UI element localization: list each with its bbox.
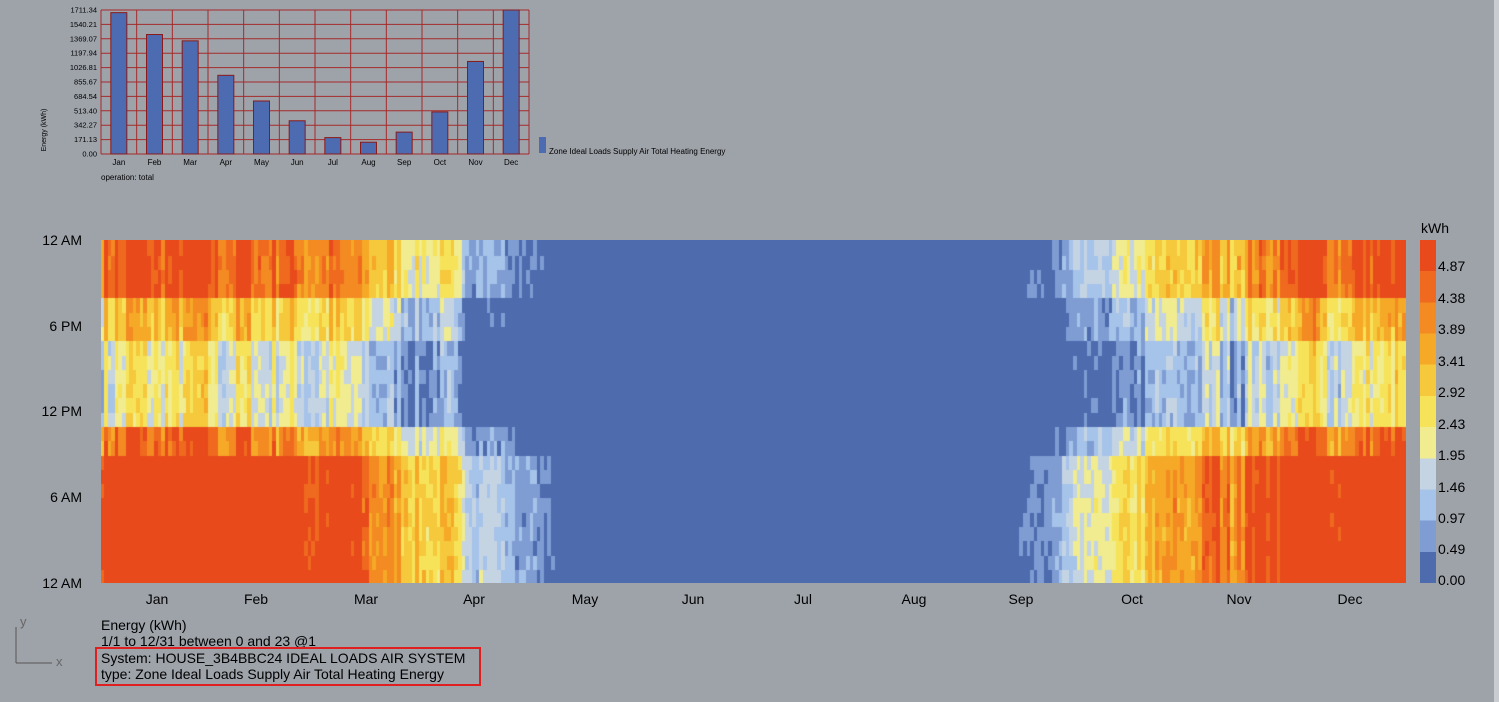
legend-tick: 2.43 [1438, 416, 1466, 432]
heatmap-y-label-12pm: 12 PM [41, 403, 82, 419]
legend-tick: 3.41 [1438, 353, 1466, 369]
bar-y-tick-label: 1540.21 [70, 20, 97, 29]
legend-tick: 4.38 [1438, 290, 1466, 306]
bar-y-tick-label: 1026.81 [70, 63, 97, 72]
axis-y-label: y [20, 614, 27, 629]
bar-x-tick-label: Jun [291, 158, 304, 167]
legend-tick: 0.00 [1438, 572, 1466, 588]
bar-legend-swatch [539, 137, 546, 153]
bar-chart-bars [110, 9, 520, 155]
heatmap-x-label-oct: Oct [1121, 591, 1143, 607]
heatmap-x-label-jul: Jul [794, 591, 812, 607]
monthly-bar-chart: Energy (kWh) 0.00 171.13 342.27 513.40 684.5… [41, 6, 530, 167]
heatmap-y-label-6pm: 6 PM [49, 318, 82, 334]
heatmap-y-label-top: 12 AM [42, 232, 82, 248]
info-title: Energy (kWh) [101, 617, 187, 633]
bar-x-tick-label: Dec [504, 158, 518, 167]
heatmap-y-label-bottom: 12 AM [42, 575, 82, 591]
legend-unit: kWh [1421, 220, 1449, 236]
heatmap-x-label-dec: Dec [1337, 591, 1363, 607]
legend-tick: 2.92 [1438, 384, 1466, 400]
heatmap-x-label-feb: Feb [243, 591, 269, 607]
bar-y-tick-label: 855.67 [74, 78, 97, 87]
color-legend-bar [1420, 240, 1436, 583]
info-system: System: HOUSE_3B4BBC24 IDEAL LOADS AIR S… [101, 650, 466, 666]
legend-tick: 4.87 [1438, 258, 1466, 274]
bar-y-tick-label: 1369.07 [70, 34, 97, 43]
info-range: 1/1 to 12/31 between 0 and 23 @1 [101, 633, 317, 649]
bar [181, 40, 199, 155]
bar-y-tick-label: 684.54 [74, 92, 97, 101]
bar [467, 60, 484, 155]
heatmap-x-label-apr: Apr [463, 591, 485, 607]
bar [431, 111, 449, 155]
bar-x-tick-label: Sep [397, 158, 412, 167]
bar-legend-label: Zone Ideal Loads Supply Air Total Heatin… [549, 147, 726, 156]
bar-y-tick-label: 171.13 [74, 135, 97, 144]
heatmap-x-label-mar: Mar [353, 591, 379, 607]
bar-y-tick-label: 0.00 [82, 150, 97, 159]
legend-tick: 1.95 [1438, 447, 1466, 463]
bar-y-tick-label: 1711.34 [70, 6, 97, 15]
bar-x-tick-label: Nov [468, 158, 482, 167]
bar [110, 12, 128, 155]
viewport-edge [1494, 0, 1499, 702]
bar-x-tick-label: Oct [434, 158, 447, 167]
bar-chart-y-axis-label: Energy (kWh) [41, 109, 48, 152]
hourly-heatmap [101, 240, 1406, 583]
heatmap-x-label-may: May [571, 591, 599, 607]
bar-y-tick-label: 513.40 [74, 106, 97, 115]
bar [253, 100, 270, 155]
legend-tick: 0.49 [1438, 541, 1466, 557]
bar-operation-label: operation: total [101, 173, 154, 182]
heatmap-y-label-6am: 6 AM [50, 489, 82, 505]
legend-tick: 0.97 [1438, 510, 1466, 526]
heatmap-x-label-sep: Sep [1008, 591, 1034, 607]
bar [217, 74, 235, 155]
legend-tick: 3.89 [1438, 321, 1466, 337]
bar-x-tick-label: Feb [148, 158, 162, 167]
bar-x-tick-label: Apr [220, 158, 233, 167]
bar-y-tick-label: 1197.94 [70, 49, 97, 58]
bar [360, 141, 377, 155]
info-highlight-box [95, 647, 481, 686]
bar-chart-x-ticks: Jan Feb Mar Apr May Jun Jul Aug Sep Oct Nov Dec [112, 158, 518, 167]
info-type: type: Zone Ideal Loads Supply Air Total … [101, 666, 444, 682]
bar-x-tick-label: May [254, 158, 269, 167]
bar [288, 120, 306, 155]
bar-chart-y-ticks: 0.00 171.13 342.27 513.40 684.54 855.67 1026.8… [70, 6, 97, 159]
heatmap-x-label-jan: Jan [145, 591, 169, 607]
axis-x-label: x [56, 654, 63, 669]
bar-y-tick-label: 342.27 [74, 121, 97, 130]
legend-tick: 1.46 [1438, 479, 1466, 495]
bar-x-tick-label: Mar [183, 158, 197, 167]
bar-x-tick-label: Aug [361, 158, 375, 167]
bar [395, 131, 413, 155]
bar-x-tick-label: Jan [112, 158, 125, 167]
heatmap-x-label-nov: Nov [1226, 591, 1252, 607]
heatmap-x-label-jun: Jun [681, 591, 705, 607]
bar [146, 34, 163, 155]
bar [502, 9, 520, 155]
bar-x-tick-label: Jul [328, 158, 338, 167]
heatmap-x-label-aug: Aug [901, 591, 927, 607]
axis-gizmo-icon: y x [15, 614, 63, 669]
bar-chart-grid [100, 9, 530, 155]
bar [324, 137, 342, 155]
